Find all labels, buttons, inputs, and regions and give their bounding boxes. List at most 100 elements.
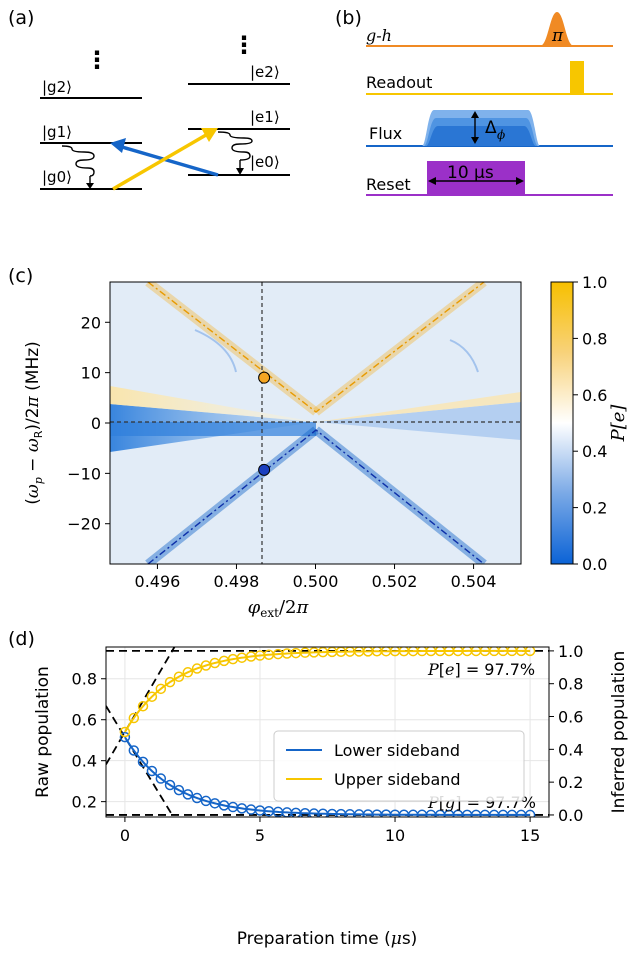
heatmap-xtick-label: 0.504 (451, 572, 497, 591)
flux-arrowhead-up (471, 111, 479, 118)
plot-d-y2label: Inferred population (609, 651, 629, 814)
label-e0: |e0⟩ (250, 153, 280, 171)
gh-pulse (540, 12, 574, 46)
plot-d-ytick-label: 0.6 (72, 711, 97, 730)
center-strip-blue (110, 422, 316, 436)
colorbar-ticks: 1.0 0.8 0.6 0.4 0.2 0.0 (573, 273, 607, 574)
label-e2: |e2⟩ (250, 63, 280, 81)
data-point-upper (155, 683, 167, 695)
right-dots: ⋮ (232, 31, 256, 59)
plot-d-ticks: 0 5 10 15 0.8 0.6 0.4 0.2 1.0 0.8 0.6 0.4 0.2 0.0 (72, 642, 584, 845)
colorbar-tick-label: 0.8 (582, 329, 607, 348)
label-g2: |g2⟩ (42, 78, 72, 96)
panel-c: (c) 0.496 0.498 0.500 0.502 0.5 (8, 265, 629, 620)
heatmap-xlabel: φext/2π (248, 597, 310, 620)
annotation-pe: P[e] = 97.7% (427, 660, 535, 679)
colorbar (550, 281, 574, 565)
panel-a-label: (a) (8, 7, 34, 29)
data-point-lower (128, 745, 140, 756)
data-point-upper (182, 667, 194, 678)
decay-arrowhead-left (86, 183, 94, 189)
flux-delta: Δ (485, 118, 497, 138)
reset-duration-label: 10 μs (447, 163, 494, 183)
label-g0: |g0⟩ (42, 168, 72, 186)
label-e1: |e1⟩ (250, 108, 280, 126)
left-dots: ⋮ (85, 46, 109, 74)
colorbar-tick-label: 0.4 (582, 442, 607, 461)
row-label-gh: g-h (366, 26, 392, 45)
decay-arrowhead-right (236, 168, 244, 175)
colorbar-tick-label: 1.0 (582, 273, 607, 292)
gh-pi: π (551, 26, 564, 46)
data-point-lower (524, 809, 536, 817)
blue-lambda-center (147, 429, 485, 564)
heatmap-ytick-label: 10 (81, 364, 101, 383)
faint-curve-left (194, 329, 237, 373)
colorbar-tick-label: 0.2 (582, 499, 607, 518)
label-g1: |g1⟩ (42, 123, 72, 141)
plot-d-frame (105, 646, 550, 818)
data-point-lower (137, 756, 149, 768)
yellow-arrowhead (201, 128, 218, 142)
plot-d-ytick-label: 0.8 (72, 670, 97, 689)
data-point-upper (164, 676, 176, 688)
data-point-lower (155, 773, 167, 784)
plot-d-y2tick-label: 0.8 (558, 675, 583, 694)
plot-d-xtick-label: 5 (255, 826, 265, 845)
heatmap-xtick-label: 0.498 (214, 572, 260, 591)
row-label-reset: Reset (366, 175, 411, 194)
row-label-readout: Readout (366, 73, 432, 92)
flux-delta-sub: ϕ (497, 128, 505, 142)
plot-d-y2tick-label: 0.6 (558, 708, 583, 727)
colorbar-label: P[e] (608, 404, 629, 443)
heatmap-xtick-label: 0.500 (293, 572, 339, 591)
data-point-upper (119, 726, 131, 738)
panel-b: (b) g-h π Readout Flux Δ ϕ Reset 10 μs (335, 7, 613, 196)
plot-d-y2tick-label: 1.0 (558, 642, 583, 661)
data-point-lower (146, 765, 158, 777)
heatmap-xtick-label: 0.502 (372, 572, 418, 591)
heatmap-ylabel: (ωp − ωR)/2π (MHz) (23, 341, 45, 505)
reset-arrowhead-left (428, 177, 436, 185)
heatmap-ytick-label: 0 (91, 414, 101, 433)
upper-sideband-marker (258, 371, 271, 384)
plot-d-xtick-label: 15 (520, 826, 540, 845)
data-point-upper (146, 691, 158, 702)
blue-fan-right (316, 402, 521, 440)
heatmap-features (110, 282, 521, 564)
reset-pulse (427, 161, 525, 195)
blue-arrowhead (110, 138, 126, 153)
decay-wave-right (217, 131, 253, 161)
data-point-lower (182, 789, 194, 800)
data-point-upper (524, 647, 536, 657)
plot-d-y2tick-label: 0.2 (558, 773, 583, 792)
blue-transition-arrow (121, 145, 219, 177)
data-point-upper (137, 700, 149, 712)
yellow-v-center (147, 282, 485, 413)
yellow-fan-left (110, 386, 316, 422)
heatmap-xtick-label: 0.496 (135, 572, 181, 591)
panel-d: (d) 0 5 10 15 0.8 0.6 0.4 0.2 1.0 0.8 0.6 0.4 0.2 0.0… (8, 628, 629, 949)
colorbar-tick-label: 0.0 (582, 555, 607, 574)
faint-curve-right (449, 339, 479, 373)
panel-d-label: (d) (8, 628, 35, 650)
flux-arrowhead-down (471, 137, 479, 144)
data-point-upper (173, 671, 185, 683)
panel-c-label: (c) (8, 265, 33, 287)
plot-d-y2tick-label: 0.4 (558, 740, 583, 759)
reset-arrowhead-right (516, 177, 524, 185)
plot-d-xlabel: Preparation time (μs) (237, 929, 418, 949)
plot-d-xtick-label: 0 (120, 826, 130, 845)
data-point-lower (191, 792, 203, 804)
lower-sideband-marker (258, 463, 271, 476)
decay-wave-left (61, 145, 95, 177)
plot-d-ytick-label: 0.4 (72, 752, 97, 771)
heatmap-ytick-label: −20 (67, 515, 101, 534)
readout-pulse (570, 61, 584, 94)
legend-label-upper: Upper sideband (334, 770, 461, 789)
flux-pulse-inner (426, 126, 536, 146)
heatmap-ytick-label: 20 (81, 313, 101, 332)
heatmap-ytick-label: −10 (67, 464, 101, 483)
plot-d-ylabel: Raw population (33, 666, 53, 798)
